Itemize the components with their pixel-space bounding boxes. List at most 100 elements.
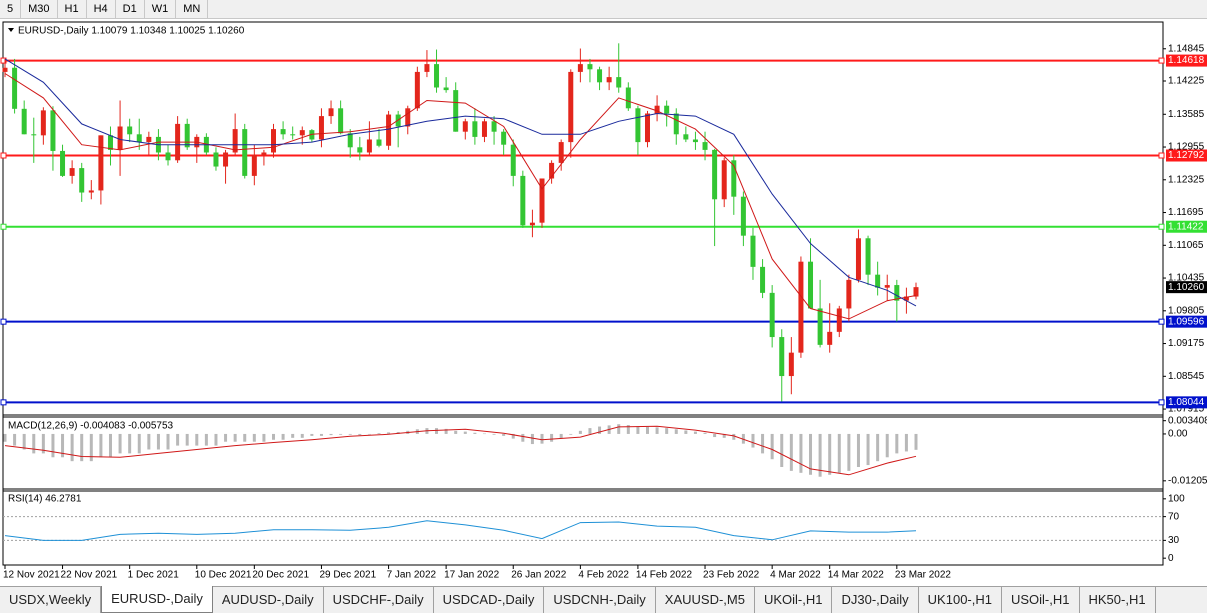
x-tick-label: 14 Feb 2022: [636, 570, 693, 581]
y-tick-label: 1.14845: [1168, 43, 1205, 54]
y-tick-label: 1.09805: [1168, 305, 1205, 316]
candle-body: [434, 64, 440, 88]
candle-body: [568, 71, 574, 143]
candle-body: [107, 135, 113, 150]
x-tick-label: 29 Dec 2021: [319, 570, 376, 581]
symbol-tab[interactable]: USDCNH-,Daily: [544, 587, 656, 613]
candle-body: [750, 235, 756, 267]
macd-bar: [770, 433, 774, 460]
symbol-tab[interactable]: HK50-,H1: [1080, 587, 1156, 613]
candle-body: [491, 121, 497, 132]
macd-bar: [454, 430, 458, 434]
macd-bar: [693, 431, 697, 434]
y-tick-label: 1.12955: [1168, 142, 1205, 153]
x-tick-label: 14 Mar 2022: [828, 570, 885, 581]
candle-body: [79, 168, 85, 193]
symbol-tab[interactable]: USDX,Weekly: [0, 587, 102, 613]
candle-body: [673, 113, 679, 135]
macd-bar: [185, 433, 189, 446]
macd-bar: [885, 433, 889, 458]
candle-body: [386, 114, 392, 146]
x-tick-label: 12 Nov 2021: [3, 570, 60, 581]
candle-body: [836, 308, 842, 332]
timeframe-toolbar: 5 M30 H1 H4 D1 W1 MN: [0, 0, 1207, 19]
symbol-tab[interactable]: XAUUSD-,M5: [656, 587, 755, 613]
timeframe-button[interactable]: H1: [58, 0, 87, 18]
macd-bar: [262, 433, 266, 442]
timeframe-button[interactable]: 5: [0, 0, 22, 18]
candle-body: [424, 64, 430, 72]
macd-bar: [473, 432, 477, 434]
timeframe-button[interactable]: M30: [21, 0, 58, 18]
macd-bar: [665, 428, 669, 434]
macd-bar: [598, 426, 602, 434]
timeframe-button[interactable]: W1: [145, 0, 177, 18]
macd-bar: [617, 424, 621, 434]
macd-bar: [626, 425, 630, 434]
candle-body: [510, 144, 516, 176]
macd-title: MACD(12,26,9) -0.004083 -0.005753: [8, 421, 174, 432]
symbol-tab[interactable]: DJ30-,Daily: [832, 587, 919, 613]
level-label: 1.09596: [1168, 316, 1205, 327]
y-tick-label: 1.07915: [1168, 404, 1205, 415]
x-tick-label: 10 Dec 2021: [195, 570, 252, 581]
candle-body: [558, 142, 564, 163]
candle-body: [376, 139, 382, 146]
candle-body: [808, 261, 814, 309]
macd-bar: [492, 433, 496, 435]
macd-bar: [166, 433, 170, 450]
macd-bar: [569, 433, 573, 435]
candle-body: [21, 108, 27, 135]
candle-body: [644, 113, 650, 143]
candle-body: [223, 152, 229, 167]
macd-bar: [137, 433, 141, 454]
symbol-tab[interactable]: UK100-,H1: [919, 587, 1002, 613]
y-tick-label: 70: [1168, 511, 1180, 522]
y-tick-label: -0.012054: [1168, 475, 1207, 486]
symbol-tab[interactable]: USOil-,H1: [1002, 587, 1080, 613]
y-tick-label: 0.00: [1168, 429, 1188, 440]
x-tick-label: 4 Mar 2022: [770, 570, 821, 581]
candle-body: [213, 152, 219, 167]
timeframe-button[interactable]: MN: [176, 0, 209, 18]
timeframe-button[interactable]: D1: [116, 0, 145, 18]
candle-body: [232, 129, 238, 153]
moving-average: [4, 58, 917, 307]
macd-bar: [482, 433, 486, 435]
candle-body: [318, 116, 324, 140]
symbol-tab[interactable]: EURUSD-,Daily: [101, 586, 213, 613]
level-label-box: [1166, 54, 1207, 67]
symbol-tab[interactable]: UKOil-,H1: [755, 587, 833, 613]
symbol-tab[interactable]: USDCHF-,Daily: [324, 587, 434, 613]
candle-body: [597, 69, 603, 83]
y-tick-label: 0: [1168, 553, 1174, 564]
candle-body: [414, 71, 420, 109]
x-tick-label: 22 Nov 2021: [61, 570, 118, 581]
macd-bar: [550, 433, 554, 442]
y-tick-label: 1.11065: [1168, 240, 1204, 251]
level-handle: [0, 223, 7, 230]
macd-bar: [147, 433, 151, 450]
symbol-tabs: USDX,Weekly EURUSD-,Daily AUDUSD-,Daily USD…: [0, 586, 1207, 613]
timeframe-button[interactable]: H4: [87, 0, 116, 18]
candle-body: [136, 134, 142, 143]
symbol-tab[interactable]: USDCAD-,Daily: [434, 587, 545, 613]
candle-body: [50, 110, 56, 151]
macd-bar: [876, 433, 880, 462]
level-label: 1.08044: [1168, 397, 1205, 408]
macd-bar: [703, 432, 707, 434]
candle-body: [280, 129, 286, 135]
symbol-tab[interactable]: AUDUSD-,Daily: [213, 587, 324, 613]
macd-bar: [272, 433, 276, 440]
candle-body: [712, 149, 718, 200]
candle-body: [654, 105, 660, 114]
level-handle: [0, 399, 7, 406]
candle-body: [731, 160, 737, 197]
macd-bar: [511, 433, 515, 439]
macd-bar: [348, 433, 352, 435]
macd-bar: [176, 433, 180, 446]
candle-body: [60, 150, 66, 176]
macd-bar: [645, 426, 649, 434]
moving-average: [4, 73, 917, 320]
